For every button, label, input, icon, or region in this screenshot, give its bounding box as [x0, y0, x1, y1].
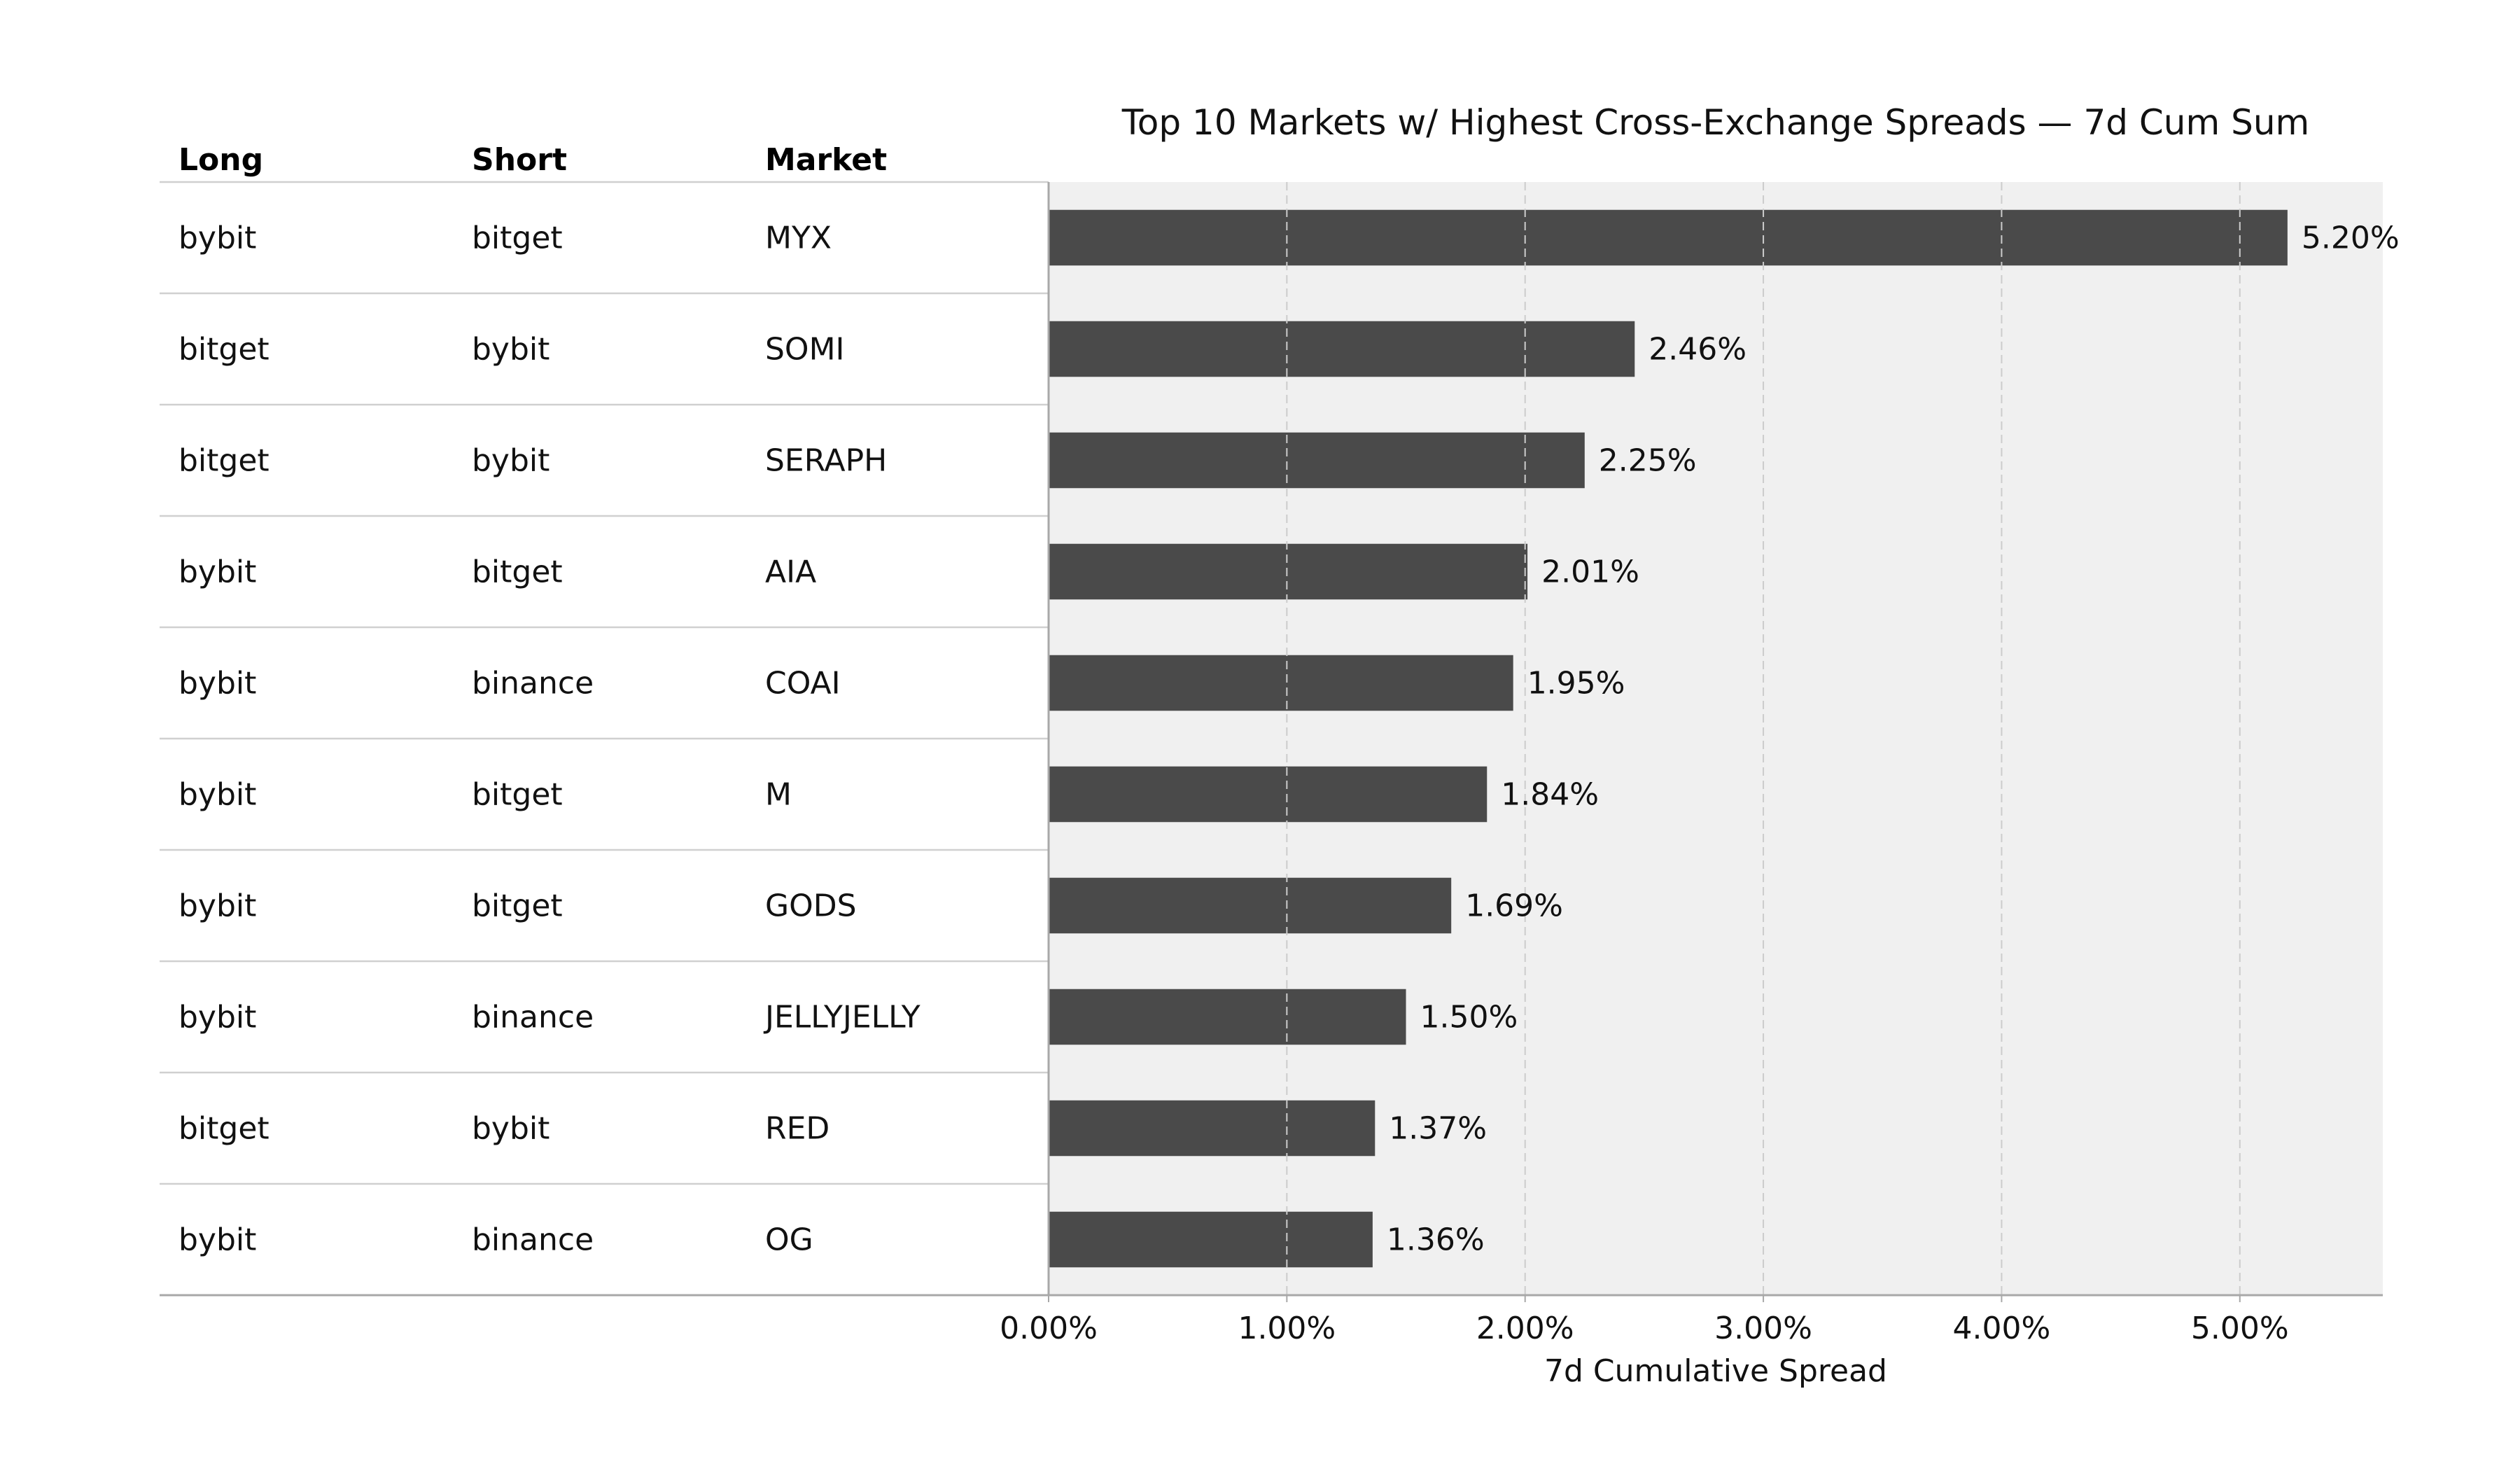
cell-long: bitget	[178, 443, 270, 479]
cell-long: bybit	[178, 666, 256, 701]
cell-market: GODS	[765, 888, 857, 924]
bar-value-label: 1.69%	[1465, 888, 1563, 924]
bar-value-label: 1.95%	[1527, 666, 1625, 701]
bar-value-label: 1.37%	[1389, 1111, 1487, 1147]
bar-value-label: 1.50%	[1420, 1000, 1518, 1035]
cell-short: bybit	[472, 443, 550, 479]
cell-short: bybit	[472, 1111, 550, 1147]
x-tick-label: 5.00%	[2191, 1311, 2289, 1346]
bar-value-label: 5.20%	[2302, 221, 2400, 256]
x-axis-label: 7d Cumulative Spread	[1544, 1353, 1887, 1389]
bar-value-label: 2.25%	[1599, 443, 1697, 479]
cell-market: MYX	[765, 221, 832, 256]
cell-short: binance	[472, 1000, 594, 1035]
x-tick-label: 3.00%	[1714, 1311, 1812, 1346]
cell-long: bybit	[178, 1222, 256, 1258]
bar-seraph	[1049, 432, 1585, 489]
x-tick-label: 2.00%	[1476, 1311, 1574, 1346]
cell-short: bybit	[472, 332, 550, 368]
cell-market: RED	[765, 1111, 830, 1147]
chart-title: Top 10 Markets w/ Highest Cross-Exchange…	[1121, 102, 2309, 143]
bar-coai	[1049, 655, 1513, 711]
bar-red	[1049, 1100, 1376, 1157]
cell-long: bybit	[178, 221, 256, 256]
bar-og	[1049, 1211, 1373, 1268]
cell-short: binance	[472, 1222, 594, 1258]
cell-market: SERAPH	[765, 443, 887, 479]
header-market: Market	[765, 142, 887, 178]
cell-short: bitget	[472, 888, 563, 924]
cell-market: AIA	[765, 554, 816, 590]
cell-long: bybit	[178, 777, 256, 813]
bar-gods	[1049, 877, 1452, 934]
cell-market: JELLYJELLY	[763, 1000, 920, 1035]
cell-long: bybit	[178, 1000, 256, 1035]
x-tick-label: 0.00%	[1000, 1311, 1098, 1346]
cell-short: bitget	[472, 777, 563, 813]
header-short: Short	[472, 142, 567, 178]
cell-long: bybit	[178, 888, 256, 924]
cell-long: bitget	[178, 332, 270, 368]
cell-market: M	[765, 777, 792, 813]
bar-value-label: 2.01%	[1541, 554, 1639, 590]
bar-value-label: 2.46%	[1648, 332, 1746, 368]
cell-short: binance	[472, 666, 594, 701]
x-tick-label: 1.00%	[1238, 1311, 1336, 1346]
bar-myx	[1049, 209, 2288, 266]
cell-market: SOMI	[765, 332, 845, 368]
x-tick-label: 4.00%	[1953, 1311, 2051, 1346]
cell-long: bybit	[178, 554, 256, 590]
bar-jellyjelly	[1049, 989, 1406, 1045]
cell-market: COAI	[765, 666, 841, 701]
bar-value-label: 1.84%	[1501, 777, 1599, 813]
bar-somi	[1049, 321, 1635, 377]
cell-market: OG	[765, 1222, 813, 1258]
bar-m	[1049, 766, 1488, 823]
cell-long: bitget	[178, 1111, 270, 1147]
bar-aia	[1049, 543, 1528, 600]
cell-short: bitget	[472, 221, 563, 256]
cell-short: bitget	[472, 554, 563, 590]
bar-value-label: 1.36%	[1387, 1222, 1485, 1258]
header-long: Long	[178, 142, 263, 178]
